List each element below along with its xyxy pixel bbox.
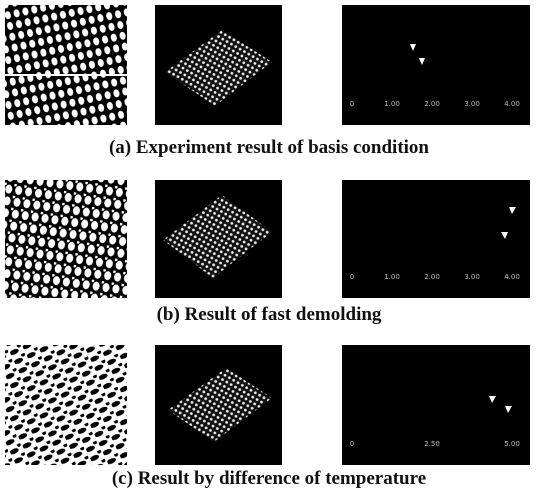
axis-tick-label: 2.50	[424, 440, 440, 448]
caption: (c) Result by difference of temperature	[112, 468, 426, 489]
axis-tick-label: 0	[350, 273, 354, 281]
axis-tick-label: 3.00	[464, 100, 480, 108]
axis-tick-label: 4.00	[504, 273, 520, 281]
afm-image	[5, 180, 127, 298]
axis-tick-label: 2.00	[424, 100, 440, 108]
axis-tick-label: 3.00	[464, 273, 480, 281]
axis-tick-label: 0	[350, 440, 354, 448]
caption: (a) Experiment result of basis condition	[109, 137, 429, 158]
axis-tick-label: 1.00	[384, 100, 400, 108]
axis-tick-label: 1.00	[384, 273, 400, 281]
axis-tick-label: 0	[350, 100, 354, 108]
axis-tick-label: 4.00	[504, 100, 520, 108]
caption: (b) Result of fast demolding	[157, 304, 382, 325]
axis-tick-label: 2.00	[424, 273, 440, 281]
axis-tick-label: 5.00	[504, 440, 520, 448]
figure: (a) Experiment result of basis condition…	[0, 0, 538, 492]
afm-image	[5, 345, 127, 465]
afm-image	[5, 5, 127, 125]
